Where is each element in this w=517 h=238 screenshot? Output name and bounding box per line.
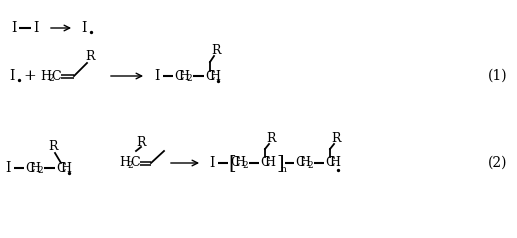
Text: C: C (130, 157, 140, 169)
Text: 2: 2 (128, 161, 133, 170)
Text: H: H (265, 157, 276, 169)
Text: n: n (281, 165, 287, 174)
Text: R: R (48, 139, 58, 153)
Text: R: R (85, 50, 95, 64)
Text: H: H (29, 162, 40, 174)
Text: C: C (205, 69, 215, 83)
Text: [: [ (228, 154, 236, 172)
Text: I: I (9, 69, 14, 83)
Text: ]: ] (276, 154, 284, 172)
Text: C: C (51, 69, 61, 83)
Text: 2: 2 (49, 74, 54, 83)
Text: C: C (295, 157, 305, 169)
Text: 2: 2 (187, 74, 192, 83)
Text: H: H (178, 69, 190, 83)
Text: R: R (211, 44, 221, 56)
Text: C: C (174, 69, 184, 83)
Text: C: C (325, 157, 335, 169)
Text: (1): (1) (488, 69, 508, 83)
Text: H: H (209, 69, 220, 83)
Text: (2): (2) (488, 156, 508, 170)
Text: C: C (25, 162, 35, 174)
Text: H: H (60, 162, 71, 174)
Text: I: I (81, 21, 87, 35)
Text: 2: 2 (242, 161, 248, 170)
Text: I: I (33, 21, 39, 35)
Text: C: C (230, 157, 240, 169)
Text: I: I (11, 21, 17, 35)
Text: I: I (209, 156, 215, 170)
Text: +: + (24, 69, 36, 83)
Text: R: R (266, 133, 276, 145)
Text: H: H (235, 157, 246, 169)
Text: 2: 2 (308, 161, 313, 170)
Text: H: H (40, 69, 52, 83)
Text: C: C (260, 157, 270, 169)
Text: R: R (136, 137, 146, 149)
Text: C: C (56, 162, 66, 174)
Text: H: H (299, 157, 311, 169)
Text: R: R (331, 133, 341, 145)
Text: H: H (329, 157, 341, 169)
Text: I: I (5, 161, 11, 175)
Text: 2: 2 (38, 166, 43, 175)
Text: I: I (154, 69, 160, 83)
Text: H: H (119, 157, 130, 169)
